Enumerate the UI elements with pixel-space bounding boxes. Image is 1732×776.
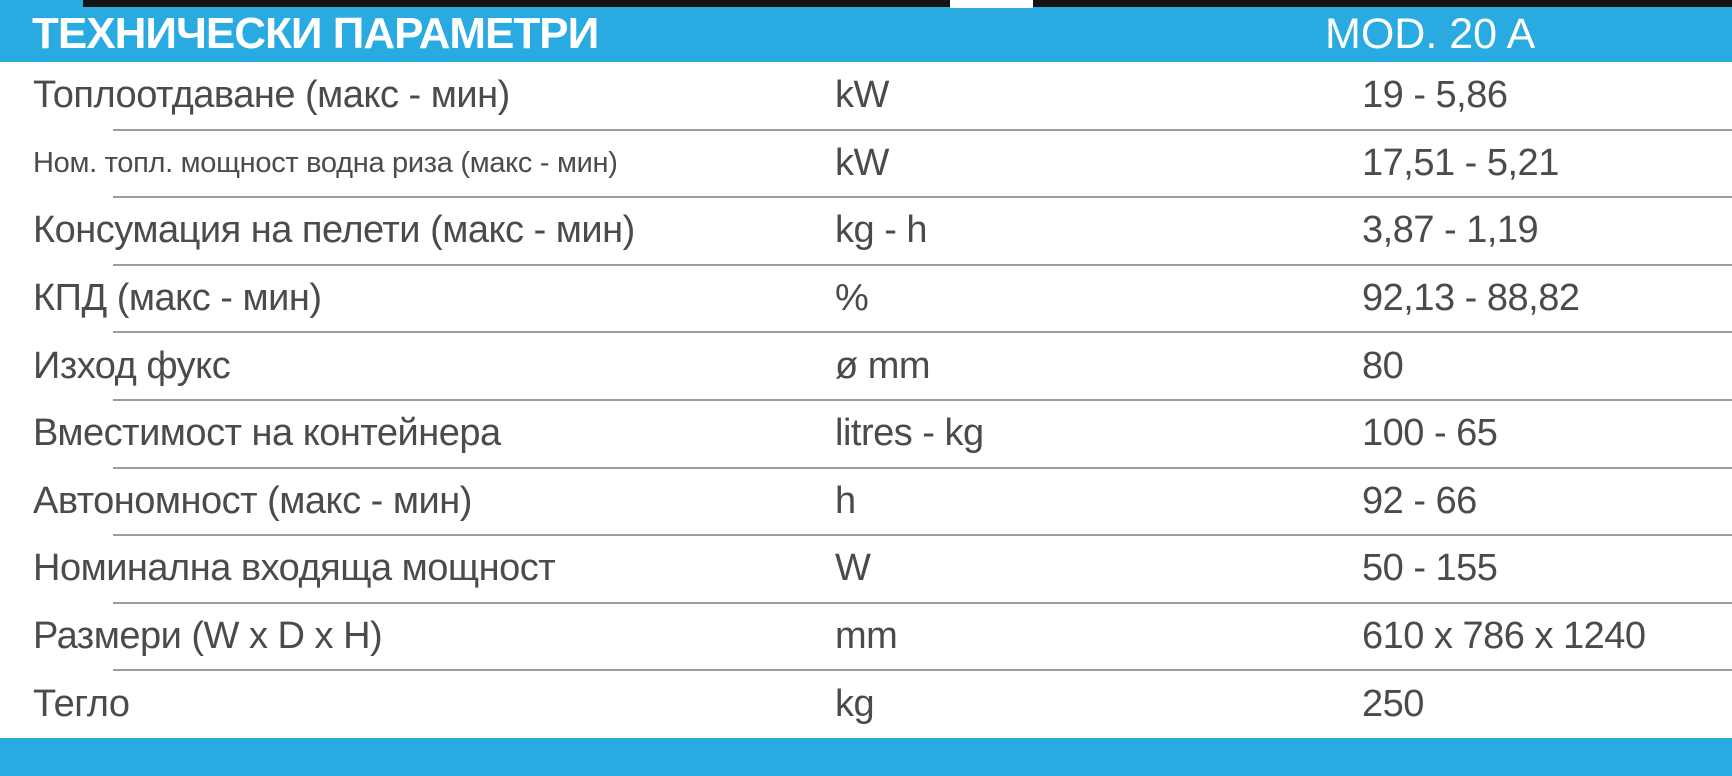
param-label: Топлоотдаване (макс - мин) [33,74,510,117]
page-border-top-gap [950,0,1033,8]
param-value: 250 [1362,682,1424,725]
param-unit: kW [835,74,889,117]
param-unit: W [835,547,871,590]
param-label: Размери (W x D x H) [33,615,383,658]
param-unit: mm [835,615,898,658]
param-value: 92,13 - 88,82 [1362,277,1580,320]
param-unit: ø mm [835,344,931,387]
table-title: ТЕХНИЧЕСКИ ПАРАМЕТРИ [32,9,599,58]
param-label: Изход фукс [33,344,231,387]
table-row: Тегло kg 250 [0,670,1732,738]
table-row: Автономност (макс - мин) h 92 - 66 [0,468,1732,536]
footer-bar [0,738,1732,776]
table-row: Изход фукс ø mm 80 [0,332,1732,401]
param-unit: kW [835,141,889,184]
table-row: КПД (макс - мин) % 92,13 - 88,82 [0,265,1732,333]
param-value: 100 - 65 [1362,412,1498,455]
param-unit: % [835,277,869,320]
param-value: 610 x 786 x 1240 [1362,615,1646,658]
page-border-top-left-segment [83,0,950,7]
param-label: Тегло [33,682,130,725]
param-value: 19 - 5,86 [1362,74,1508,117]
param-unit: kg [835,682,875,725]
table-row: Номинална входяща мощност W 50 - 155 [0,535,1732,604]
table-row: Консумация на пелети (макс - мин) kg - h… [0,197,1732,266]
param-label: Консумация на пелети (макс - мин) [33,209,635,252]
param-label: Номинална входяща мощност [33,547,556,590]
table-row: Топлоотдаване (макс - мин) kW 19 - 5,86 [0,62,1732,131]
param-label: Ном. топл. мощност водна риза (макс - ми… [33,146,618,179]
spec-table: Топлоотдаване (макс - мин) kW 19 - 5,86 … [0,62,1732,738]
page-border-top-right-segment [1033,0,1732,7]
param-value: 80 [1362,344,1404,387]
param-unit: kg - h [835,209,928,252]
param-unit: litres - kg [835,412,984,455]
param-label: Автономност (макс - мин) [33,479,472,522]
param-value: 3,87 - 1,19 [1362,209,1539,252]
table-header: ТЕХНИЧЕСКИ ПАРАМЕТРИ MOD. 20 A [0,0,1732,62]
param-label: Вместимост на контейнера [33,412,501,455]
table-row: Ном. топл. мощност водна риза (макс - ми… [0,130,1732,198]
param-value: 50 - 155 [1362,547,1498,590]
model-label: MOD. 20 A [1325,10,1536,58]
param-value: 17,51 - 5,21 [1362,141,1559,184]
param-unit: h [835,479,856,522]
table-row: Вместимост на контейнера litres - kg 100… [0,400,1732,469]
param-label: КПД (макс - мин) [33,277,322,320]
table-row: Размери (W x D x H) mm 610 x 786 x 1240 [0,603,1732,671]
param-value: 92 - 66 [1362,479,1477,522]
